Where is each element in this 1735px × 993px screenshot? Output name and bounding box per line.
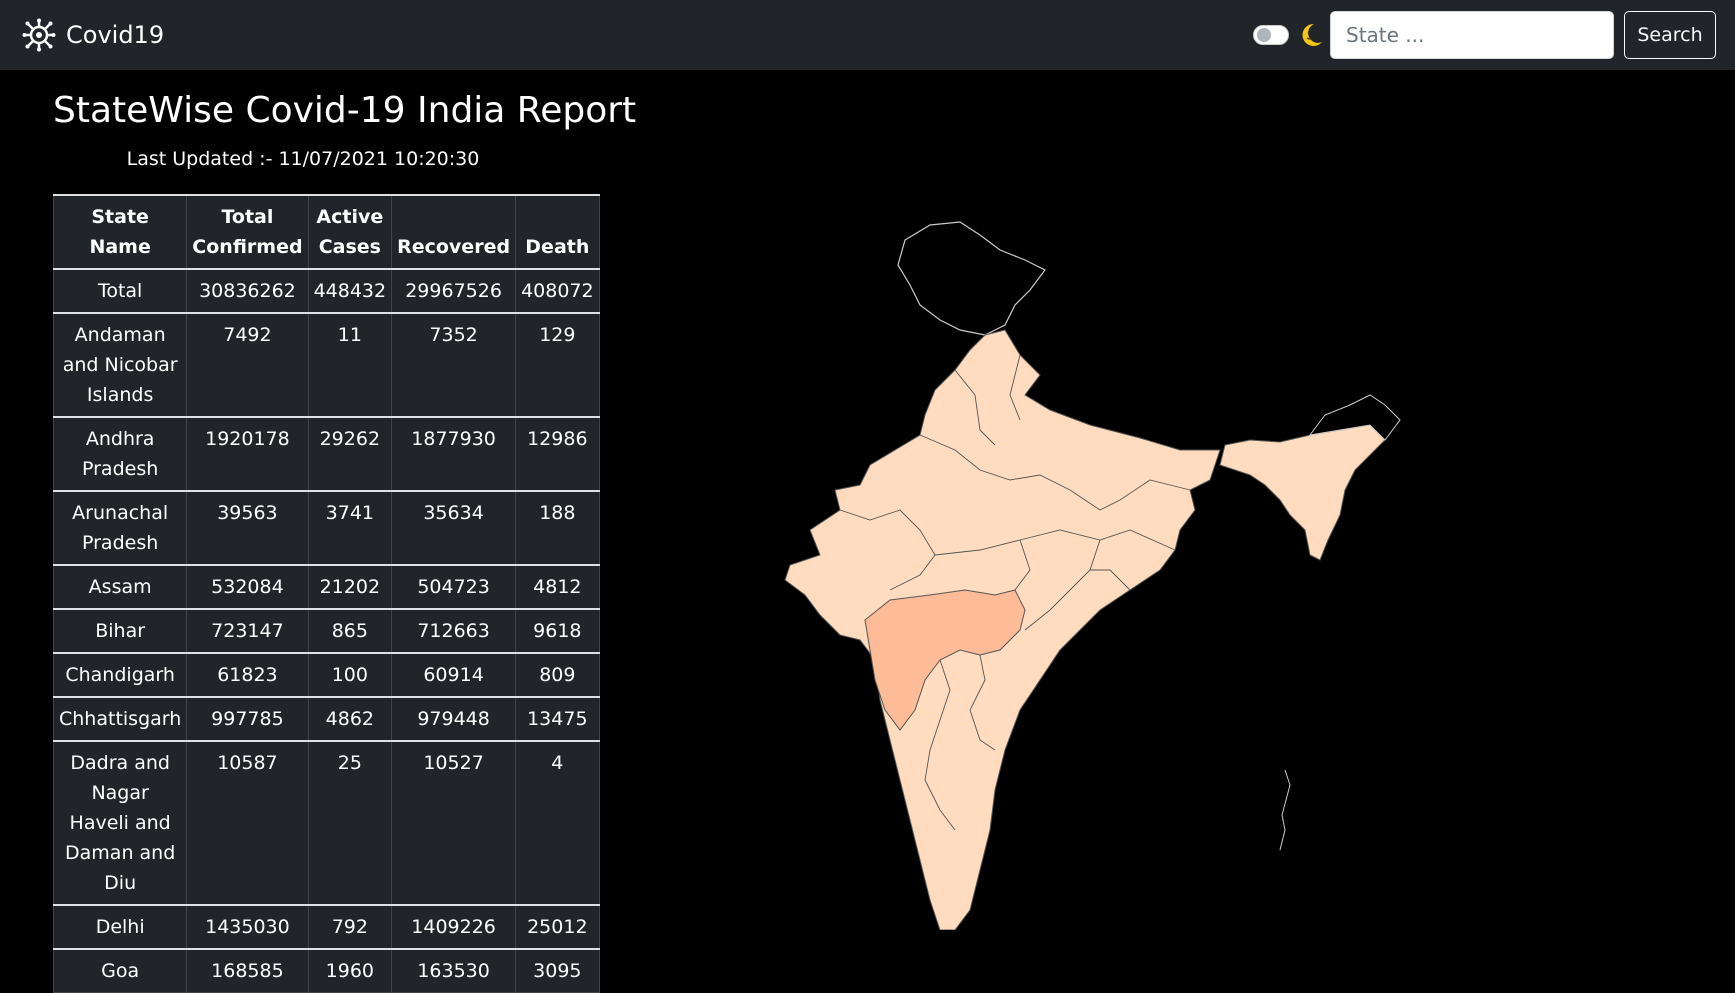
cell-active: 11 bbox=[307, 312, 393, 418]
cell-recovered: 712663 bbox=[391, 608, 517, 654]
cell-confirmed: 532084 bbox=[186, 564, 309, 610]
dark-mode-toggle[interactable] bbox=[1253, 25, 1289, 45]
cell-state: Arunachal Pradesh bbox=[52, 490, 188, 566]
cell-confirmed: 7492 bbox=[186, 312, 309, 418]
cell-confirmed: 168585 bbox=[186, 948, 309, 993]
col-state-name[interactable]: State Name bbox=[52, 194, 188, 270]
cell-recovered: 163530 bbox=[391, 948, 517, 993]
cell-active: 4862 bbox=[307, 696, 393, 742]
cell-active: 865 bbox=[307, 608, 393, 654]
cell-death: 188 bbox=[515, 490, 600, 566]
brand[interactable]: Covid19 bbox=[22, 18, 164, 52]
cell-recovered: 35634 bbox=[391, 490, 517, 566]
cell-active: 25 bbox=[307, 740, 393, 906]
cell-confirmed: 30836262 bbox=[186, 268, 309, 314]
last-updated: Last Updated :- 11/07/2021 10:20:30 bbox=[126, 148, 480, 170]
virus-icon bbox=[22, 18, 56, 52]
table-row: Goa 168585 1960 163530 3095 bbox=[52, 948, 600, 993]
cell-death: 25012 bbox=[515, 904, 600, 950]
cell-state: Assam bbox=[52, 564, 188, 610]
cell-active: 3741 bbox=[307, 490, 393, 566]
cell-recovered: 1877930 bbox=[391, 416, 517, 492]
col-total-confirmed[interactable]: Total Confirmed bbox=[186, 194, 309, 270]
cell-death: 4 bbox=[515, 740, 600, 906]
map-region-northeast[interactable] bbox=[1219, 424, 1386, 561]
cell-confirmed: 997785 bbox=[186, 696, 309, 742]
map-region-islands bbox=[1279, 769, 1291, 851]
page-title: StateWise Covid-19 India Report bbox=[53, 90, 637, 131]
map-region-kashmir[interactable] bbox=[897, 221, 1046, 336]
cell-active: 792 bbox=[307, 904, 393, 950]
cell-death: 4812 bbox=[515, 564, 600, 610]
cell-confirmed: 1435030 bbox=[186, 904, 309, 950]
cell-recovered: 29967526 bbox=[391, 268, 517, 314]
statewise-table: State Name Total Confirmed Active Cases … bbox=[52, 194, 600, 993]
cell-state: Delhi bbox=[52, 904, 188, 950]
cell-confirmed: 1920178 bbox=[186, 416, 309, 492]
cell-state: Andhra Pradesh bbox=[52, 416, 188, 492]
brand-name: Covid19 bbox=[66, 21, 165, 49]
cell-active: 1960 bbox=[307, 948, 393, 993]
cell-death: 12986 bbox=[515, 416, 600, 492]
cell-death: 809 bbox=[515, 652, 600, 698]
cell-death: 129 bbox=[515, 312, 600, 418]
cell-active: 29262 bbox=[307, 416, 393, 492]
cell-active: 21202 bbox=[307, 564, 393, 610]
cell-active: 100 bbox=[307, 652, 393, 698]
moon-icon bbox=[1302, 23, 1322, 46]
india-map bbox=[784, 221, 1401, 930]
cell-death: 9618 bbox=[515, 608, 600, 654]
cell-state: Chhattisgarh bbox=[52, 696, 188, 742]
cell-confirmed: 61823 bbox=[186, 652, 309, 698]
cell-recovered: 979448 bbox=[391, 696, 517, 742]
cell-death: 408072 bbox=[515, 268, 600, 314]
table-row: Total 30836262 448432 29967526 408072 bbox=[52, 268, 600, 314]
cell-confirmed: 723147 bbox=[186, 608, 309, 654]
cell-recovered: 10527 bbox=[391, 740, 517, 906]
table-row: Delhi 1435030 792 1409226 25012 bbox=[52, 904, 600, 950]
cell-active: 448432 bbox=[307, 268, 393, 314]
cell-confirmed: 39563 bbox=[186, 490, 309, 566]
col-recovered[interactable]: Recovered bbox=[391, 194, 517, 270]
table-header-row: State Name Total Confirmed Active Cases … bbox=[52, 194, 600, 270]
cell-death: 3095 bbox=[515, 948, 600, 993]
cell-state: Andaman and Nicobar Islands bbox=[52, 312, 188, 418]
search-button[interactable]: Search bbox=[1624, 11, 1716, 59]
cell-state: Dadra and Nagar Haveli and Daman and Diu bbox=[52, 740, 188, 906]
toggle-knob bbox=[1257, 28, 1271, 42]
cell-recovered: 7352 bbox=[391, 312, 517, 418]
cell-state: Total bbox=[52, 268, 188, 314]
table-row: Bihar 723147 865 712663 9618 bbox=[52, 608, 600, 654]
col-death[interactable]: Death bbox=[515, 194, 600, 270]
navbar: Covid19 Search bbox=[0, 0, 1735, 70]
cell-death: 13475 bbox=[515, 696, 600, 742]
cell-recovered: 1409226 bbox=[391, 904, 517, 950]
table-row: Chandigarh 61823 100 60914 809 bbox=[52, 652, 600, 698]
cell-state: Chandigarh bbox=[52, 652, 188, 698]
state-search-input[interactable] bbox=[1330, 11, 1614, 59]
cell-state: Bihar bbox=[52, 608, 188, 654]
table-row: Assam 532084 21202 504723 4812 bbox=[52, 564, 600, 610]
table-row: Andhra Pradesh 1920178 29262 1877930 129… bbox=[52, 416, 600, 492]
map-state-borders bbox=[839, 354, 1191, 831]
table-row: Arunachal Pradesh 39563 3741 35634 188 bbox=[52, 490, 600, 566]
table-row: Andaman and Nicobar Islands 7492 11 7352… bbox=[52, 312, 600, 418]
cell-state: Goa bbox=[52, 948, 188, 993]
col-active-cases[interactable]: Active Cases bbox=[307, 194, 393, 270]
cell-recovered: 504723 bbox=[391, 564, 517, 610]
cell-recovered: 60914 bbox=[391, 652, 517, 698]
table-row: Dadra and Nagar Haveli and Daman and Diu… bbox=[52, 740, 600, 906]
map-region-arunachal bbox=[1308, 394, 1401, 441]
table-row: Chhattisgarh 997785 4862 979448 13475 bbox=[52, 696, 600, 742]
cell-confirmed: 10587 bbox=[186, 740, 309, 906]
